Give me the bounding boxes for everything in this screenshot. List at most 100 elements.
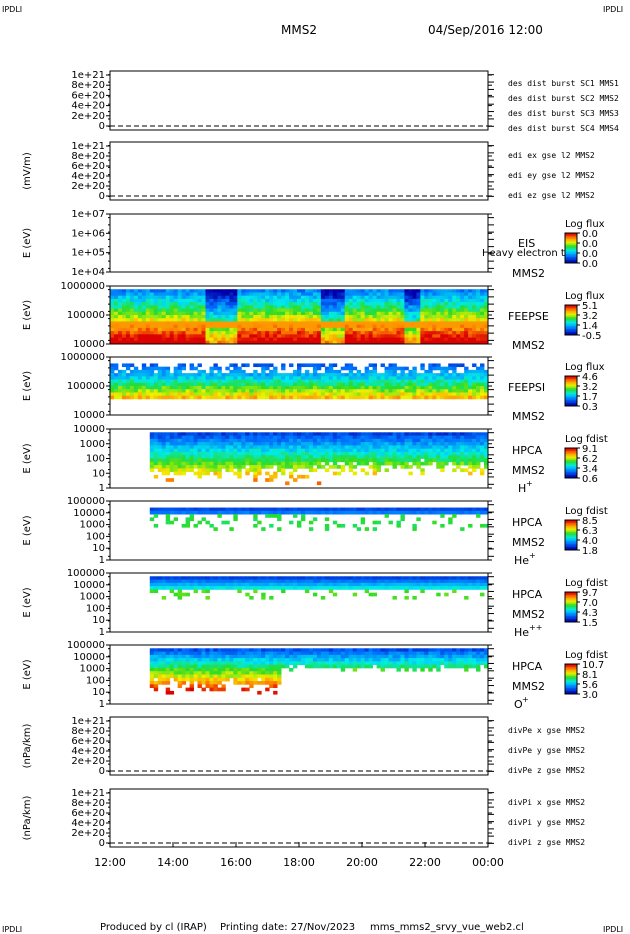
spectrogram-cell xyxy=(265,658,270,662)
spectrogram-cell xyxy=(440,373,445,377)
spectrogram-cell xyxy=(169,654,175,659)
spectrogram-cell xyxy=(368,340,374,345)
spectrogram-cell xyxy=(460,576,465,580)
spectrogram-cell xyxy=(113,331,119,335)
spectrogram-cell xyxy=(312,331,318,335)
spectrogram-cell xyxy=(308,340,314,345)
spectrogram-cell xyxy=(380,311,385,316)
spectrogram-cell xyxy=(380,321,385,326)
spectrogram-cell xyxy=(412,311,417,316)
spectrogram-cell xyxy=(249,311,254,316)
spectrogram-cell xyxy=(348,340,354,345)
spectrogram-cell xyxy=(428,435,433,440)
spectrogram-cell xyxy=(293,468,298,473)
spectrogram-cell xyxy=(368,292,374,297)
spectrogram-cell xyxy=(472,510,477,515)
spectrogram-cell xyxy=(277,373,282,377)
spectrogram-cell xyxy=(444,340,449,345)
spectrogram-cell xyxy=(241,298,246,303)
spectrogram-cell xyxy=(129,337,135,342)
spectrogram-cell xyxy=(209,651,214,656)
spectrogram-cell xyxy=(161,379,167,384)
spectrogram-cell xyxy=(233,514,238,518)
instrument-label: HPCA xyxy=(512,588,543,601)
spectrogram-cell xyxy=(217,582,222,587)
spectrogram-cell xyxy=(273,507,278,512)
spectrogram-cell xyxy=(229,373,234,377)
spectrogram-cell xyxy=(344,389,350,393)
spectrogram-cell xyxy=(324,435,330,440)
spectrogram-cell xyxy=(440,324,445,329)
spectrogram-cell xyxy=(257,376,262,380)
spectrogram-cell xyxy=(308,295,314,300)
y-tick-label: 4e+20 xyxy=(71,101,105,112)
spectrogram-cell xyxy=(300,442,306,446)
spectrogram-cell xyxy=(225,465,230,469)
spectrogram-cell xyxy=(225,455,230,459)
spectrogram-cell xyxy=(265,327,270,332)
spectrogram-cell xyxy=(428,289,433,293)
spectrogram-cell xyxy=(129,373,135,377)
spectrogram-cell xyxy=(221,305,226,309)
spectrogram-cell xyxy=(125,318,131,322)
spectrogram-cell xyxy=(133,308,139,313)
spectrogram-cell xyxy=(189,681,194,685)
spectrogram-cell xyxy=(376,295,381,300)
spectrogram-cell xyxy=(297,438,302,443)
spectrogram-cell xyxy=(320,340,326,345)
y-tick-label: 10 xyxy=(92,615,105,626)
spectrogram-cell xyxy=(293,302,298,306)
colorbar-tick-label: 3.4 xyxy=(582,464,598,475)
spectrogram-cell xyxy=(201,311,206,316)
spectrogram-cell xyxy=(368,369,374,374)
spectrogram-cell xyxy=(229,386,234,390)
spectrogram-cell xyxy=(165,445,171,450)
spectrogram-cell xyxy=(456,382,461,387)
spectrogram-cell xyxy=(229,648,234,652)
spectrogram-cell xyxy=(113,376,119,380)
spectrogram-cell xyxy=(408,311,413,316)
spectrogram-cell xyxy=(249,448,254,453)
spectrogram-cell xyxy=(464,582,469,587)
spectrogram-cell xyxy=(297,369,302,374)
spectrogram-cell xyxy=(384,311,389,316)
spectrogram-cell xyxy=(245,295,250,300)
spectrogram-cell xyxy=(201,395,206,400)
spectrogram-cell xyxy=(225,586,230,590)
spectrogram-cell xyxy=(312,455,318,459)
spectrogram-cell xyxy=(221,677,226,682)
spectrogram-cell xyxy=(241,677,246,682)
spectrogram-cell xyxy=(249,327,254,332)
spectrogram-cell xyxy=(153,684,159,689)
spectrogram-cell xyxy=(281,458,286,463)
spectrogram-cell xyxy=(312,311,318,316)
spectrogram-cell xyxy=(408,324,413,329)
spectrogram-cell xyxy=(332,292,338,297)
spectrogram-cell xyxy=(428,395,433,400)
spectrogram-cell xyxy=(273,438,278,443)
spectrogram-cell xyxy=(273,474,278,479)
spectrogram-cell xyxy=(257,582,262,587)
spectrogram-cell xyxy=(217,327,222,332)
spectrogram-cell xyxy=(189,395,194,400)
spectrogram-cell xyxy=(113,289,119,293)
spectrogram-cell xyxy=(293,582,298,587)
spectrogram-cell xyxy=(129,302,135,306)
spectrogram-cell xyxy=(324,458,330,463)
spectrogram-cell xyxy=(436,311,441,316)
spectrogram-cell xyxy=(281,298,286,303)
spectrogram-cell xyxy=(221,308,226,313)
spectrogram-cell xyxy=(281,589,286,594)
spectrogram-cell xyxy=(161,586,167,590)
spectrogram-cell xyxy=(233,369,238,374)
spectrogram-cell xyxy=(293,586,298,590)
spectrogram-cell xyxy=(440,582,445,587)
spectrogram-cell xyxy=(392,318,397,322)
colorbar-segment xyxy=(565,473,577,476)
spectrogram-cell xyxy=(332,432,338,436)
spectrogram-cell xyxy=(444,507,449,512)
spectrogram-cell xyxy=(316,376,322,380)
spectrogram-cell xyxy=(137,308,143,313)
spacecraft-label: MMS2 xyxy=(512,608,545,621)
spectrogram-cell xyxy=(185,432,190,436)
